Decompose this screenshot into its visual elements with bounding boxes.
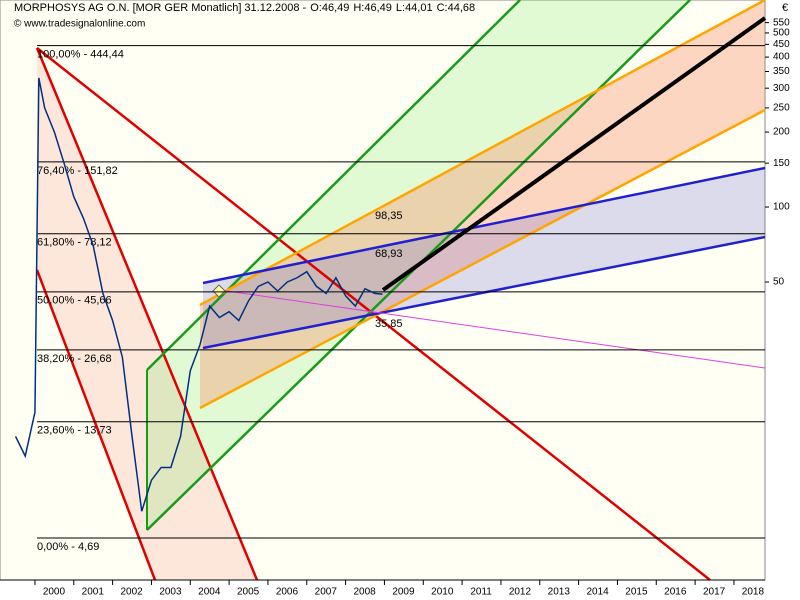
y-tick-label: 450 <box>773 39 790 50</box>
x-tick-label: 2011 <box>470 587 492 598</box>
x-tick-label: 2013 <box>548 587 571 598</box>
x-tick-label: 2000 <box>43 587 66 598</box>
quote-value: L:44,01 <box>396 2 433 14</box>
quote-value: C:44,68 <box>437 2 476 14</box>
price-line <box>14 77 383 512</box>
x-tick-label: 2012 <box>509 587 532 598</box>
x-tick-label: 2004 <box>198 587 221 598</box>
y-tick-label: 150 <box>773 158 790 169</box>
y-tick-label: 100 <box>773 202 790 213</box>
x-tick-label: 2018 <box>742 587 765 598</box>
annotation: 68,93 <box>375 248 403 260</box>
level-label: 23,60% - 13,73 <box>37 425 112 437</box>
x-tick-label: 2016 <box>664 587 687 598</box>
annotation: 98,35 <box>375 210 403 222</box>
x-tick-label: 2003 <box>159 587 182 598</box>
x-tick-label: 2008 <box>353 587 376 598</box>
level-label: 50,00% - 45,66 <box>37 295 112 307</box>
y-tick-label: 350 <box>773 66 790 77</box>
x-tick-label: 2002 <box>120 587 143 598</box>
level-label: 76,40% - 151,82 <box>37 165 118 177</box>
y-tick-label: 250 <box>773 103 790 114</box>
x-tick-label: 2017 <box>703 587 726 598</box>
source: © www.tradesignalonline.com <box>14 19 145 30</box>
y-tick-label: 550 <box>773 17 790 28</box>
y-tick-label: 50 <box>773 277 785 288</box>
x-tick-label: 2005 <box>237 587 260 598</box>
y-tick-label: 400 <box>773 52 790 63</box>
level-label: 61,80% - 78,12 <box>37 237 112 249</box>
drawing-tools <box>35 0 767 581</box>
chart-title: MORPHOSYS AG O.N. [MOR GER Monatlich] 31… <box>14 2 307 14</box>
y-tick-label: 200 <box>773 127 790 138</box>
x-tick-label: 2001 <box>82 587 105 598</box>
x-tick-label: 2009 <box>392 587 415 598</box>
y-unit: € <box>782 2 788 14</box>
y-tick-label: 500 <box>773 28 790 39</box>
x-tick-label: 2015 <box>625 587 648 598</box>
level-label: 38,20% - 26,68 <box>37 353 112 365</box>
quote-value: H:46,49 <box>353 2 392 14</box>
x-tick-label: 2006 <box>276 587 299 598</box>
x-tick-label: 2014 <box>586 587 609 598</box>
x-tick-label: 2007 <box>315 587 338 598</box>
quote-value: O:46,49 <box>310 2 349 14</box>
level-label: 0,00% - 4,69 <box>37 541 99 553</box>
x-tick-label: 2010 <box>431 587 454 598</box>
y-tick-label: 300 <box>773 83 790 94</box>
plot-area <box>0 0 766 581</box>
level-label: 100,00% - 444,44 <box>37 49 124 61</box>
annotation: 35,85 <box>375 318 403 330</box>
